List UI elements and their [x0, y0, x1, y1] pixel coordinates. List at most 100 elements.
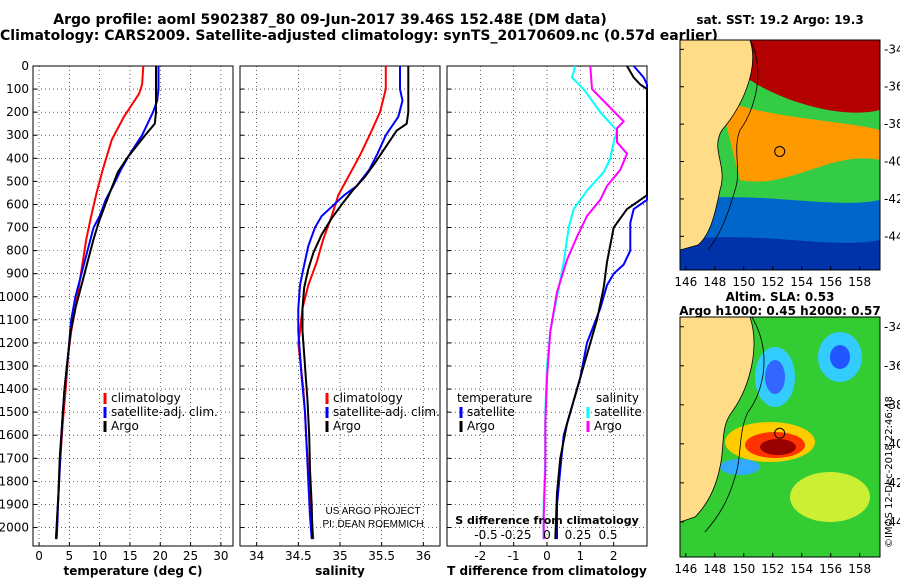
- legend-label: Argo: [333, 419, 361, 433]
- x-tick-label: 5: [66, 549, 74, 563]
- secondary-tick-label: -0.5: [474, 528, 497, 542]
- legend-label: satellite: [467, 405, 515, 419]
- lon-tick-label: 148: [703, 562, 726, 576]
- legend-label: Argo: [467, 419, 495, 433]
- legend-label: climatology: [333, 391, 403, 405]
- y-tick-label: 1400: [0, 382, 29, 396]
- land-mass: [680, 317, 755, 523]
- lon-tick-label: 156: [819, 275, 842, 289]
- lon-tick-label: 148: [703, 275, 726, 289]
- y-tick-label: 2000: [0, 521, 29, 535]
- lat-tick-label: -42: [884, 192, 900, 206]
- x-tick-label: -2: [474, 549, 486, 563]
- chart-title-line1: Argo profile: aoml 5902387_80 09-Jun-201…: [53, 12, 607, 28]
- x-tick-label: 0: [543, 549, 551, 563]
- y-tick-label: 1200: [0, 336, 29, 350]
- sla-low-anomaly: [765, 360, 785, 394]
- lon-tick-label: 158: [848, 275, 871, 289]
- sst-map-title: sat. SST: 19.2 Argo: 19.3: [696, 13, 864, 27]
- lat-tick-label: -34: [884, 320, 900, 334]
- plot-frame: [239, 65, 441, 547]
- float-position-marker: [774, 427, 786, 439]
- y-tick-label: 1500: [0, 405, 29, 419]
- lat-tick-label: -40: [884, 155, 900, 169]
- y-tick-label: 1800: [0, 474, 29, 488]
- y-tick-label: 0: [21, 59, 29, 73]
- lat-tick-label: -34: [884, 42, 900, 56]
- lon-tick-label: 158: [848, 562, 871, 576]
- cool-water-region: [680, 237, 880, 270]
- x-tick-label: 35.5: [368, 549, 395, 563]
- legend-label: Argo: [594, 419, 622, 433]
- sla-low-anomaly: [720, 459, 760, 475]
- x-tick-label: 0: [35, 549, 43, 563]
- series-line: [301, 66, 410, 540]
- y-tick-label: 1700: [0, 451, 29, 465]
- series-line: [55, 66, 157, 540]
- depth-contour: [707, 40, 759, 251]
- legend-label: salinity: [596, 391, 639, 405]
- y-tick-label: 800: [6, 244, 29, 258]
- sla-low-anomaly: [830, 345, 850, 369]
- lon-tick-label: 154: [790, 562, 813, 576]
- sla-map-title: Altim. SLA: 0.53: [725, 290, 835, 304]
- x-axis-label: temperature (deg C): [64, 564, 203, 578]
- y-tick-label: 400: [6, 151, 29, 165]
- map-frame: [679, 39, 881, 271]
- secondary-tick-label: 0: [543, 528, 551, 542]
- lon-tick-label: 150: [732, 275, 755, 289]
- lat-tick-label: -38: [884, 117, 900, 131]
- series-line: [297, 66, 404, 540]
- legend-label: temperature: [457, 391, 532, 405]
- legend-label: climatology: [111, 391, 181, 405]
- x-tick-label: 34.5: [285, 549, 312, 563]
- plot-frame: [32, 65, 234, 547]
- secondary-tick-label: 0.5: [598, 528, 617, 542]
- lat-tick-label: -38: [884, 398, 900, 412]
- x-tick-label: 30: [213, 549, 228, 563]
- y-tick-label: 100: [6, 82, 29, 96]
- x-tick-label: 34: [249, 549, 264, 563]
- chart-title-line2: Climatology: CARS2009. Satellite-adjuste…: [0, 28, 718, 44]
- series-line: [542, 65, 629, 540]
- series-line: [554, 65, 648, 540]
- lat-tick-label: -44: [884, 229, 900, 243]
- x-tick-label: 2: [610, 549, 618, 563]
- lon-tick-label: 150: [732, 562, 755, 576]
- series-line: [556, 65, 648, 540]
- x-tick-label: -1: [508, 549, 520, 563]
- lat-tick-label: -36: [884, 80, 900, 94]
- legend-label: satellite: [594, 405, 642, 419]
- sla-high-anomaly: [790, 472, 870, 522]
- annotation: US ARGO PROJECT: [325, 506, 420, 517]
- secondary-axis-label: S difference from climatology: [455, 514, 639, 527]
- legend-label: satellite-adj. clim.: [111, 405, 218, 419]
- warm-water-region: [740, 40, 880, 113]
- y-tick-label: 1000: [0, 290, 29, 304]
- x-tick-label: 20: [153, 549, 168, 563]
- y-tick-label: 1300: [0, 359, 29, 373]
- legend-label: Argo: [111, 419, 139, 433]
- secondary-tick-label: -0.25: [500, 528, 531, 542]
- y-tick-label: 500: [6, 174, 29, 188]
- annotation: PI: DEAN ROEMMICH: [322, 519, 423, 530]
- x-tick-label: 10: [92, 549, 107, 563]
- map-frame: [679, 316, 881, 558]
- land-mass: [680, 40, 754, 251]
- lon-tick-label: 146: [674, 562, 697, 576]
- legend-label: satellite-adj. clim.: [333, 405, 440, 419]
- y-tick-label: 1600: [0, 428, 29, 442]
- lat-tick-label: -42: [884, 476, 900, 490]
- lon-tick-label: 154: [790, 275, 813, 289]
- lon-tick-label: 152: [761, 275, 784, 289]
- x-tick-label: 25: [183, 549, 198, 563]
- y-tick-label: 1100: [0, 313, 29, 327]
- x-tick-label: 36: [416, 549, 431, 563]
- lat-tick-label: -40: [884, 437, 900, 451]
- x-tick-label: 1: [577, 549, 585, 563]
- lat-tick-label: -44: [884, 515, 900, 529]
- depth-contour: [704, 317, 765, 533]
- lon-tick-label: 146: [674, 275, 697, 289]
- y-tick-label: 900: [6, 267, 29, 281]
